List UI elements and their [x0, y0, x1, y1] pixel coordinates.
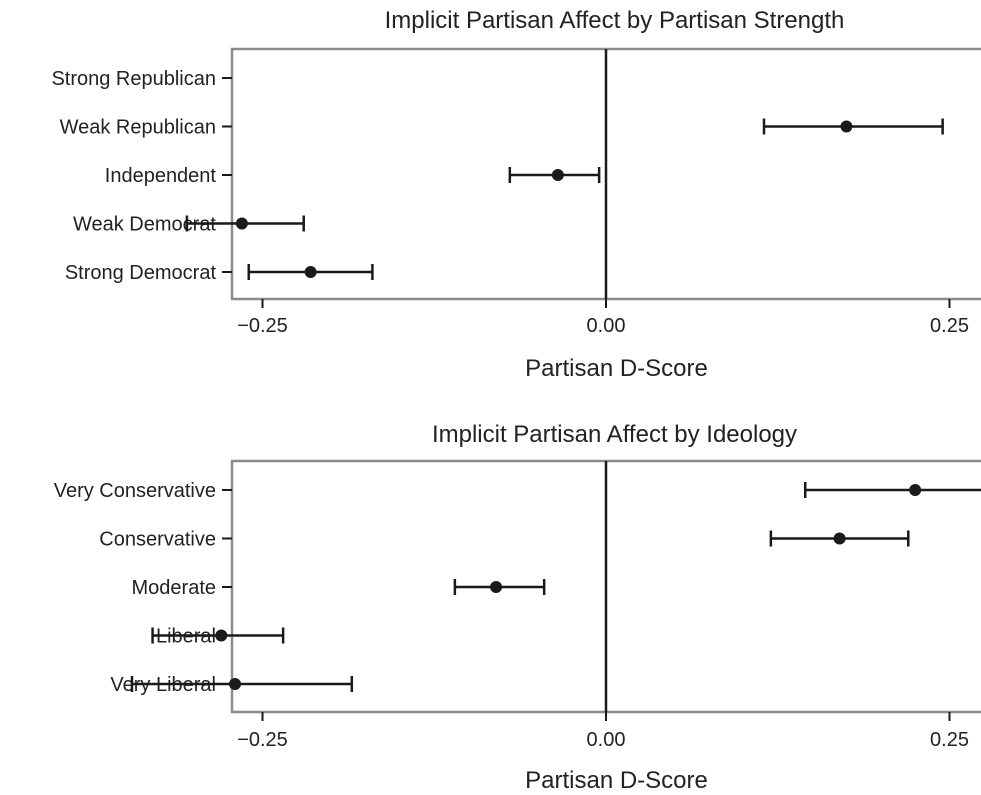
x-tick-label: 0.25 — [930, 315, 969, 337]
category-label: Very Conservative — [54, 480, 216, 502]
x-tick-label: 0.25 — [930, 729, 969, 751]
category-label: Strong Democrat — [65, 262, 217, 284]
category-label: Weak Democrat — [73, 214, 216, 236]
x-tick-label: −0.25 — [237, 729, 288, 751]
data-point — [235, 217, 248, 230]
x-tick-label: 0.00 — [587, 315, 626, 337]
data-point — [551, 169, 564, 181]
chart-title: Implicit Partisan Affect by Ideology — [432, 421, 797, 448]
chart-svg-ideology: Implicit Partisan Affect by Ideology−0.5… — [54, 421, 981, 794]
data-point — [833, 532, 846, 545]
data-point — [229, 678, 242, 690]
x-axis-label: Partisan D-Score — [525, 355, 708, 382]
chart-partisan-strength: Implicit Partisan Affect by Partisan Str… — [51, 7, 981, 382]
data-point — [490, 581, 503, 593]
category-label: Weak Republican — [60, 117, 216, 139]
chart-title: Implicit Partisan Affect by Partisan Str… — [385, 7, 845, 34]
chart-svg-partisan-strength: Implicit Partisan Affect by Partisan Str… — [51, 7, 981, 382]
data-point — [909, 484, 922, 496]
category-label: Independent — [105, 165, 217, 187]
category-label: Strong Republican — [51, 68, 216, 90]
data-point — [304, 266, 317, 278]
x-tick-label: −0.25 — [237, 315, 288, 337]
data-point — [840, 120, 853, 133]
data-point — [215, 629, 228, 642]
x-tick-label: 0.00 — [587, 729, 626, 751]
chart-ideology: Implicit Partisan Affect by Ideology−0.5… — [0, 410, 981, 795]
x-axis-label: Partisan D-Score — [525, 767, 708, 794]
category-label: Conservative — [99, 529, 216, 551]
category-label: Moderate — [132, 577, 217, 599]
